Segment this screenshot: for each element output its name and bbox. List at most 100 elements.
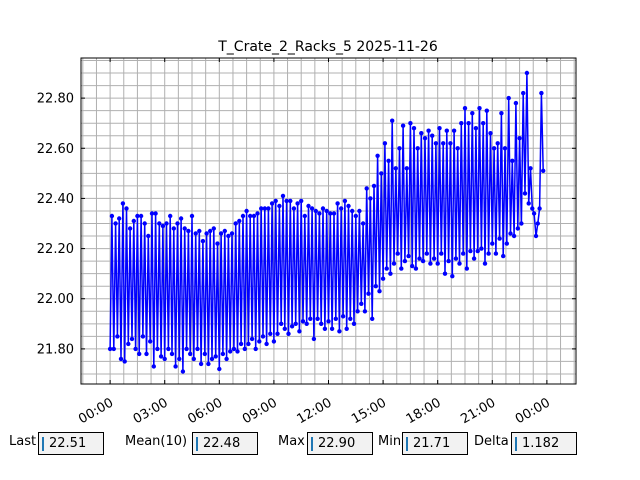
data-point [289, 324, 295, 329]
data-point [293, 321, 298, 326]
delta-value: 1.182 [522, 436, 560, 451]
data-point [157, 221, 162, 226]
data-point [122, 359, 127, 364]
data-point [171, 226, 176, 231]
data-point [528, 166, 533, 171]
data-point [424, 251, 429, 256]
data-point [404, 166, 409, 171]
data-point [541, 168, 546, 173]
data-point [402, 258, 408, 264]
data-point [470, 111, 475, 116]
data-point [193, 231, 198, 236]
last-value: 22.51 [49, 436, 87, 451]
data-point [158, 354, 164, 359]
data-point [118, 356, 124, 362]
data-point [350, 208, 355, 214]
data-point [315, 316, 320, 321]
data-point [324, 208, 329, 214]
data-point [211, 226, 216, 231]
min-label: Min [378, 434, 402, 449]
data-point [137, 351, 142, 357]
data-point [224, 356, 229, 362]
data-point [448, 141, 453, 146]
data-point [319, 321, 324, 326]
data-point [257, 339, 262, 344]
x-tick-label: 00:00 [76, 395, 116, 427]
text-cursor [196, 437, 198, 451]
data-point [342, 198, 348, 204]
data-point [386, 158, 391, 163]
max-value-field[interactable]: 22.90 [307, 432, 373, 455]
data-point [353, 213, 358, 219]
min-value-field[interactable]: 21.71 [402, 432, 468, 455]
data-point [264, 341, 269, 347]
data-point [238, 341, 244, 347]
data-point [306, 203, 311, 209]
data-point [508, 231, 513, 236]
data-point [309, 206, 315, 211]
delta-value-field[interactable]: 1.182 [511, 432, 577, 455]
data-point [446, 258, 451, 264]
data-point [244, 208, 249, 214]
data-point [189, 213, 195, 219]
data-point [370, 316, 375, 321]
data-point [142, 221, 147, 226]
data-point [228, 349, 233, 354]
data-point [457, 261, 462, 266]
data-point [213, 354, 218, 359]
data-point [466, 121, 471, 126]
data-point [113, 221, 118, 226]
data-point [251, 213, 257, 219]
y-axis: 21.80 22.00 22.20 22.40 22.60 22.80 [37, 92, 576, 357]
data-point [497, 236, 502, 241]
data-point [166, 346, 171, 352]
data-point [195, 346, 200, 352]
data-point [366, 291, 371, 296]
data-point [475, 248, 480, 254]
data-point [326, 319, 331, 324]
data-point [430, 133, 435, 138]
data-point [177, 356, 182, 362]
data-point [431, 256, 437, 261]
x-tick-label: 12:00 [295, 395, 335, 427]
mean-value-field[interactable]: 22.48 [192, 432, 258, 455]
max-value: 22.90 [318, 436, 356, 451]
data-point [519, 221, 524, 226]
data-point [419, 131, 424, 136]
data-point [175, 221, 180, 226]
data-point [135, 213, 140, 219]
data-point [382, 141, 388, 146]
data-point [510, 158, 515, 163]
mean-label: Mean(10) [125, 434, 188, 449]
text-cursor [42, 437, 44, 451]
x-tick-label: 03:00 [131, 395, 171, 427]
last-value-field[interactable]: 22.51 [38, 432, 104, 455]
data-point [107, 346, 113, 352]
data-point [513, 100, 519, 106]
data-point [259, 206, 264, 211]
data-point [284, 198, 289, 204]
data-point [533, 233, 539, 239]
data-point [531, 211, 537, 216]
data-point [300, 319, 306, 324]
data-point [218, 231, 224, 236]
data-point [229, 231, 235, 236]
data-point [437, 126, 442, 131]
data-point [411, 126, 417, 131]
data-point [355, 309, 360, 314]
data-point [297, 329, 302, 334]
data-point [486, 251, 491, 256]
x-tick-label: 09:00 [240, 395, 280, 427]
data-point [322, 326, 328, 331]
data-point [178, 216, 184, 221]
data-point [439, 251, 444, 256]
chart-title: T_Crate_2_Racks_5 2025-11-26 [217, 39, 438, 55]
y-tick-label: 22.20 [37, 242, 74, 257]
data-point [395, 251, 400, 256]
data-point [302, 213, 307, 219]
data-point [115, 334, 120, 339]
data-point [426, 128, 431, 133]
data-point [428, 261, 433, 266]
data-point [288, 198, 293, 204]
data-point [168, 213, 173, 219]
